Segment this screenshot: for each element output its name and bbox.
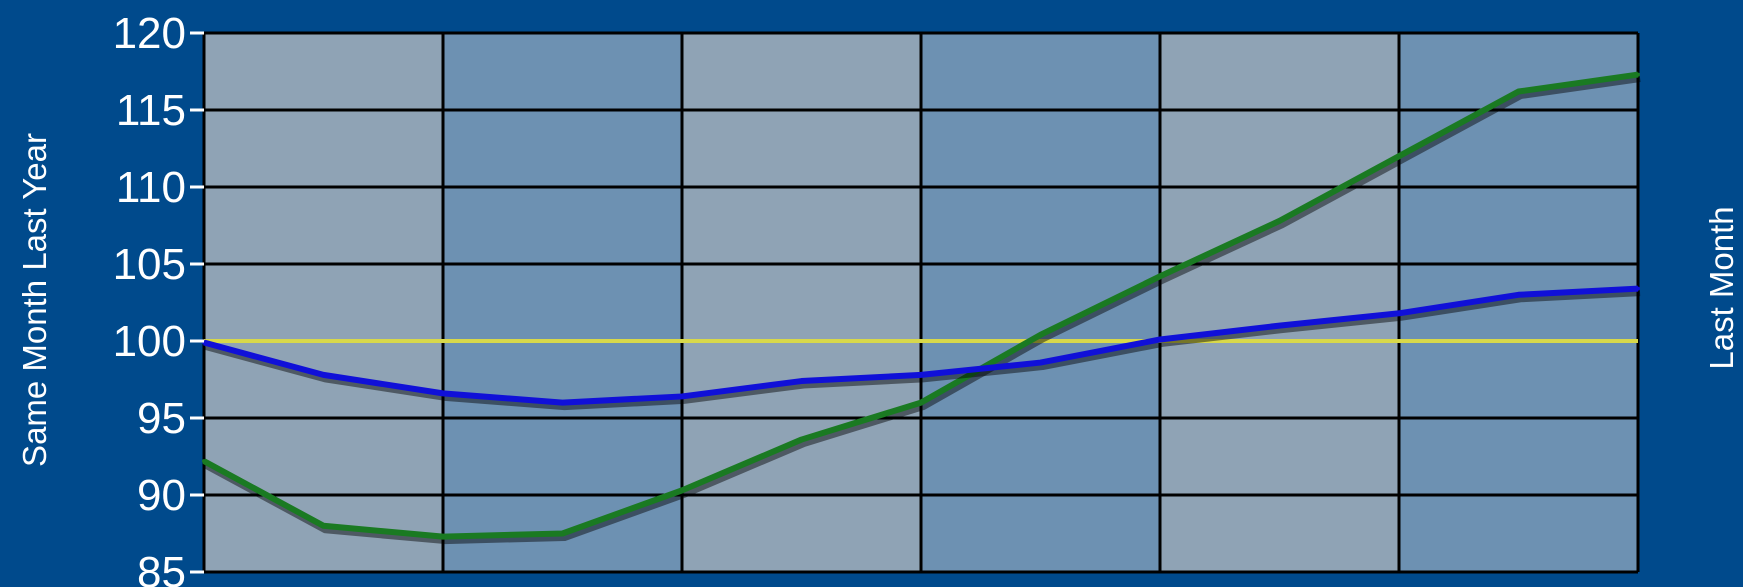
series-0-point-7 [1038, 332, 1043, 337]
series-0-point-2 [441, 534, 445, 539]
series-1-point-6 [919, 372, 923, 377]
series-1-point-12 [1636, 286, 1640, 291]
plot-band-0 [204, 33, 443, 572]
series-0-point-10 [1397, 154, 1401, 159]
plot-background [204, 33, 1638, 572]
plot-band-5 [1399, 33, 1638, 572]
series-0-shadow [203, 73, 1641, 545]
plot-band-1 [443, 33, 682, 572]
series-1-point-7 [1038, 360, 1043, 365]
series-0-point-1 [321, 523, 326, 528]
series-1-point-11 [1516, 292, 1521, 297]
series-0-point-9 [1277, 218, 1282, 223]
series-0-point-6 [919, 400, 923, 405]
series-0-point-3 [560, 531, 565, 536]
series-1-point-2 [441, 391, 445, 396]
y-axis-ticks: 85 90 95 100 105 110 115 120 [113, 9, 204, 587]
series-1-point-10 [1397, 311, 1401, 316]
y-tick-label-95: 95 [137, 394, 186, 443]
y-tick-label-110: 110 [116, 163, 186, 212]
series-1-point-1 [321, 372, 326, 377]
y-tick-label-120: 120 [113, 9, 186, 58]
y-tick-label-100: 100 [113, 317, 186, 366]
y-tick-label-90: 90 [137, 471, 186, 520]
y-tick-label-115: 115 [116, 86, 186, 135]
series-group [202, 71, 1641, 545]
series-0-point-4 [680, 488, 684, 493]
series-1-point-4 [680, 394, 684, 399]
y-tick-label-85: 85 [137, 548, 186, 587]
series-1-point-3 [560, 400, 565, 405]
series-1-point-9 [1277, 323, 1282, 328]
plot-band-2 [682, 33, 921, 572]
series-0-point-0 [202, 459, 206, 464]
series-1-point-8 [1158, 337, 1162, 342]
y-tick-label-105: 105 [113, 240, 186, 289]
plot-band-3 [921, 33, 1160, 572]
series-1-point-5 [799, 379, 804, 384]
series-0-point-8 [1158, 274, 1162, 279]
y-axis-title-left: Same Month Last Year [16, 133, 53, 467]
series-0-point-5 [799, 437, 804, 442]
series-0-point-11 [1516, 89, 1521, 94]
plot-band-4 [1160, 33, 1399, 572]
series-0-point-12 [1636, 72, 1640, 77]
y-axis-title-right: Last Month [1703, 206, 1740, 369]
